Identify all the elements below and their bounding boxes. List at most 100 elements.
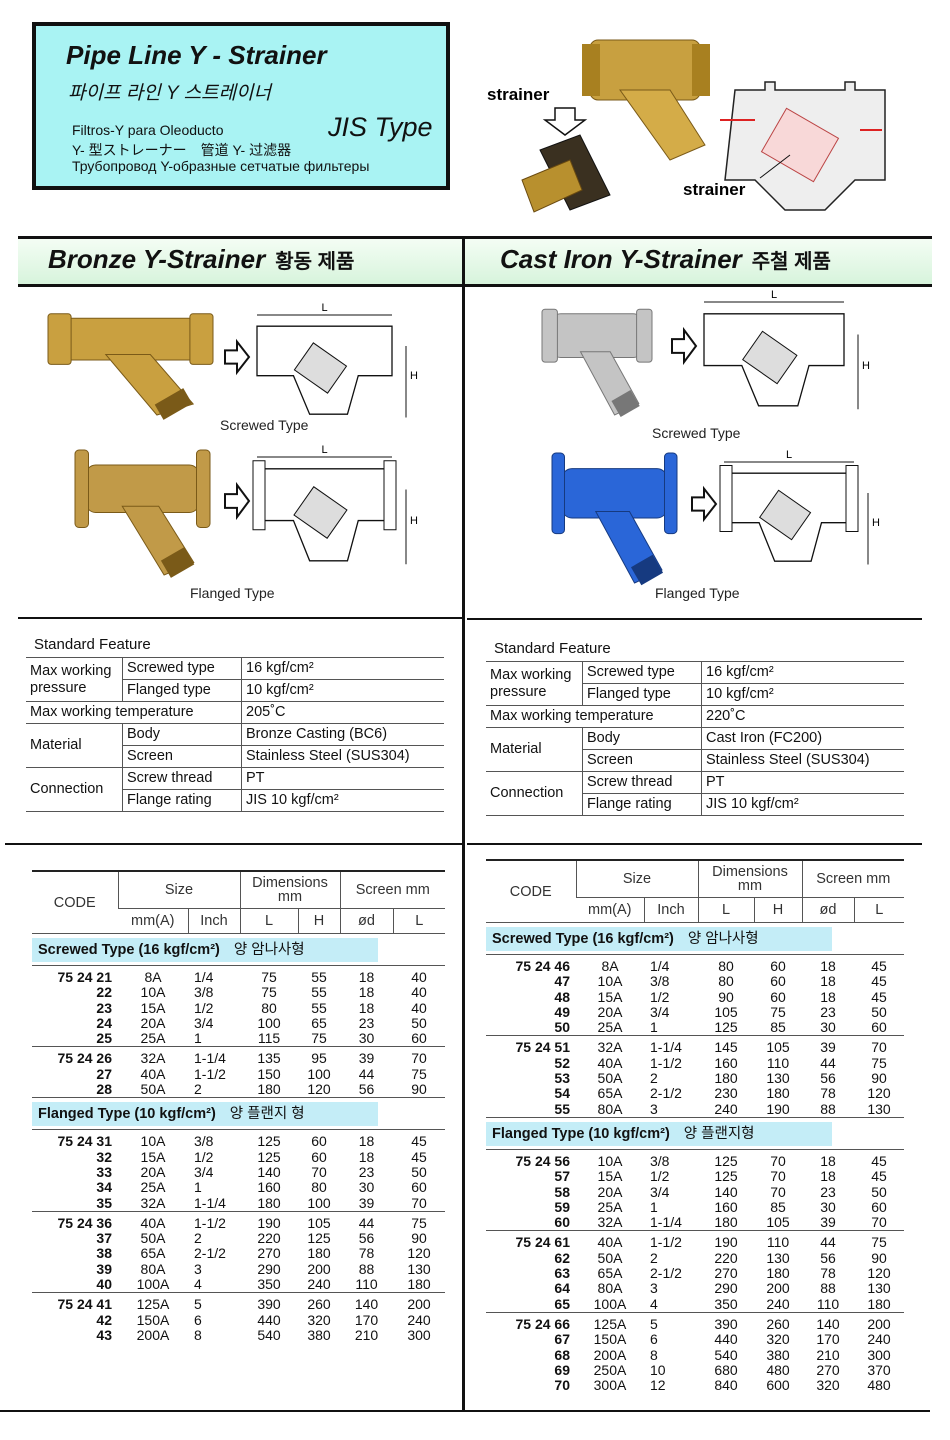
- value-cell: 5: [644, 1311, 698, 1333]
- value-cell: 80: [718, 973, 734, 990]
- dimension-table: CODE Size Dimensions mm Screen mm mm(A) Inch L H…: [486, 859, 905, 1394]
- value-cell: 320: [766, 1331, 790, 1348]
- value-cell: 440: [257, 1311, 281, 1328]
- dimension-block: CODE Size Dimensions mm Screen mm mm(A) Inch L H…: [32, 870, 446, 1343]
- value-cell: 56: [358, 1230, 375, 1247]
- value-cell: 2: [650, 1249, 658, 1266]
- data-row: 75 24 51 32A 1-1/4 145 105 39 70: [486, 1035, 905, 1056]
- value-cell: 125A: [576, 1311, 644, 1333]
- value-cell: 140: [340, 1292, 393, 1313]
- dimension-label: L: [771, 289, 777, 301]
- value-cell: 30: [358, 1179, 375, 1196]
- code-cell: 68: [486, 1347, 576, 1363]
- value-cell: 45: [411, 1148, 427, 1165]
- feature-table: Max working pressure Screwed type 16 kgf/c…: [486, 661, 904, 816]
- plug: [154, 388, 193, 420]
- feature-value: PT: [701, 771, 904, 794]
- value-cell: 39: [340, 1046, 393, 1067]
- arrow: [224, 338, 251, 376]
- title: Pipe Line Y - Strainer: [66, 40, 327, 70]
- type-band: Screwed Type (16 kgf/cm²) 양 암나사형: [486, 927, 832, 951]
- value-cell: 230: [714, 1085, 738, 1102]
- data-row: 75 24 56 10A 3/8 125 70 18 45: [486, 1148, 905, 1170]
- value-cell: 25A: [140, 1179, 166, 1196]
- code-suffix: 23: [96, 999, 112, 1016]
- code-cell: 24: [32, 1015, 118, 1031]
- value-cell: 180: [257, 1194, 281, 1211]
- subheader-cell: H: [753, 897, 802, 923]
- value-cell: 220: [257, 1230, 281, 1247]
- value-cell: 70: [411, 1194, 427, 1211]
- value-cell: 78: [820, 1085, 836, 1102]
- code-cell: 39: [32, 1261, 118, 1277]
- code-cell: 48: [486, 988, 576, 1005]
- data-row: 75 24 61 40A 1-1/2 190 110 44 75: [486, 1230, 905, 1251]
- title-box: Pipe Line Y - Strainer 파이프 라인 Y 스트레이너 Fi…: [32, 22, 450, 190]
- type-cell: Screwed Type (16 kgf/cm²) 양 암나사형: [486, 922, 905, 955]
- value-cell: 12: [650, 1377, 666, 1394]
- header-text: Dimensions: [252, 875, 328, 891]
- value-cell: 75: [240, 965, 298, 986]
- value-cell: 180: [766, 1265, 790, 1282]
- value-cell: 75: [770, 1003, 786, 1020]
- feature-row: Max working temperature 205˚C: [26, 701, 444, 724]
- value-cell: 39: [820, 1214, 836, 1231]
- value-cell: 18: [358, 984, 375, 1001]
- code-cell: 38: [32, 1246, 118, 1261]
- value-cell: 160: [714, 1198, 738, 1215]
- feature-row: Connection Screw thread PT: [26, 767, 444, 812]
- code-cell: 54: [486, 1086, 576, 1101]
- feature-value: PT: [241, 767, 444, 790]
- data-row: 75 24 66 125A 5 390 260 140 200: [486, 1311, 905, 1333]
- value-cell: 8: [194, 1326, 202, 1343]
- code-cell: 69: [486, 1362, 576, 1378]
- value-cell: 10A: [576, 1148, 644, 1170]
- value-cell: 200: [393, 1292, 446, 1313]
- value-cell: 380: [766, 1346, 790, 1363]
- dimension-label: H: [872, 517, 880, 529]
- value-cell: 80: [698, 954, 754, 975]
- data-row: 22 10A 3/8 75 55 18 40: [32, 984, 445, 1001]
- value-cell: 75: [261, 984, 277, 1001]
- screen: [758, 489, 812, 541]
- value-cell: 40A: [118, 1210, 188, 1232]
- data-row: 39 80A 3 290 200 88 130: [32, 1260, 445, 1277]
- feature-sub: Flange rating: [582, 793, 702, 816]
- code-cell: 75 24 61: [486, 1230, 576, 1251]
- value-cell: 1-1/4: [194, 1194, 226, 1211]
- code-cell: 42: [32, 1312, 118, 1328]
- feature-sub: Screwed type: [122, 657, 242, 680]
- flange: [664, 452, 678, 535]
- value-cell: 150A: [593, 1331, 627, 1348]
- code-cell: 25: [32, 1031, 118, 1047]
- value-cell: 90: [871, 1070, 887, 1087]
- data-row: 35 32A 1-1/4 180 100 39 70: [32, 1194, 445, 1212]
- data-row: 43 200A 8 540 380 210 300: [32, 1326, 445, 1343]
- code-suffix: 51: [554, 1039, 570, 1056]
- value-cell: 125: [714, 1019, 738, 1036]
- value-cell: 18: [802, 954, 854, 975]
- feature-row: Flange rating JIS 10 kgf/cm²: [26, 789, 444, 812]
- value-cell: 50A: [140, 1081, 166, 1098]
- value-cell: 3/4: [194, 1163, 214, 1180]
- code-cell: 34: [32, 1180, 118, 1195]
- type-korean: 양 플랜지 형: [229, 1106, 305, 1123]
- value-cell: 50: [871, 1003, 887, 1020]
- value-cell: 300A: [593, 1377, 627, 1394]
- subheader-cell: L: [239, 908, 298, 934]
- value-cell: 3/4: [650, 1003, 670, 1020]
- header-cell: Screen mm: [339, 870, 446, 909]
- value-cell: 350: [714, 1295, 738, 1312]
- value-cell: 270: [714, 1265, 738, 1282]
- code-cell: 58: [486, 1184, 576, 1200]
- value-cell: 125: [257, 1148, 281, 1165]
- value-cell: 130: [766, 1249, 790, 1266]
- value-cell: 150: [257, 1065, 281, 1082]
- value-cell: 88: [358, 1260, 375, 1277]
- header-cell: Size: [117, 870, 240, 909]
- value-cell: 65A: [597, 1265, 623, 1282]
- value-cell: 120: [867, 1085, 891, 1102]
- code-suffix: 48: [554, 988, 570, 1005]
- value-cell: 105: [714, 1003, 738, 1020]
- value-cell: 80: [311, 1179, 327, 1196]
